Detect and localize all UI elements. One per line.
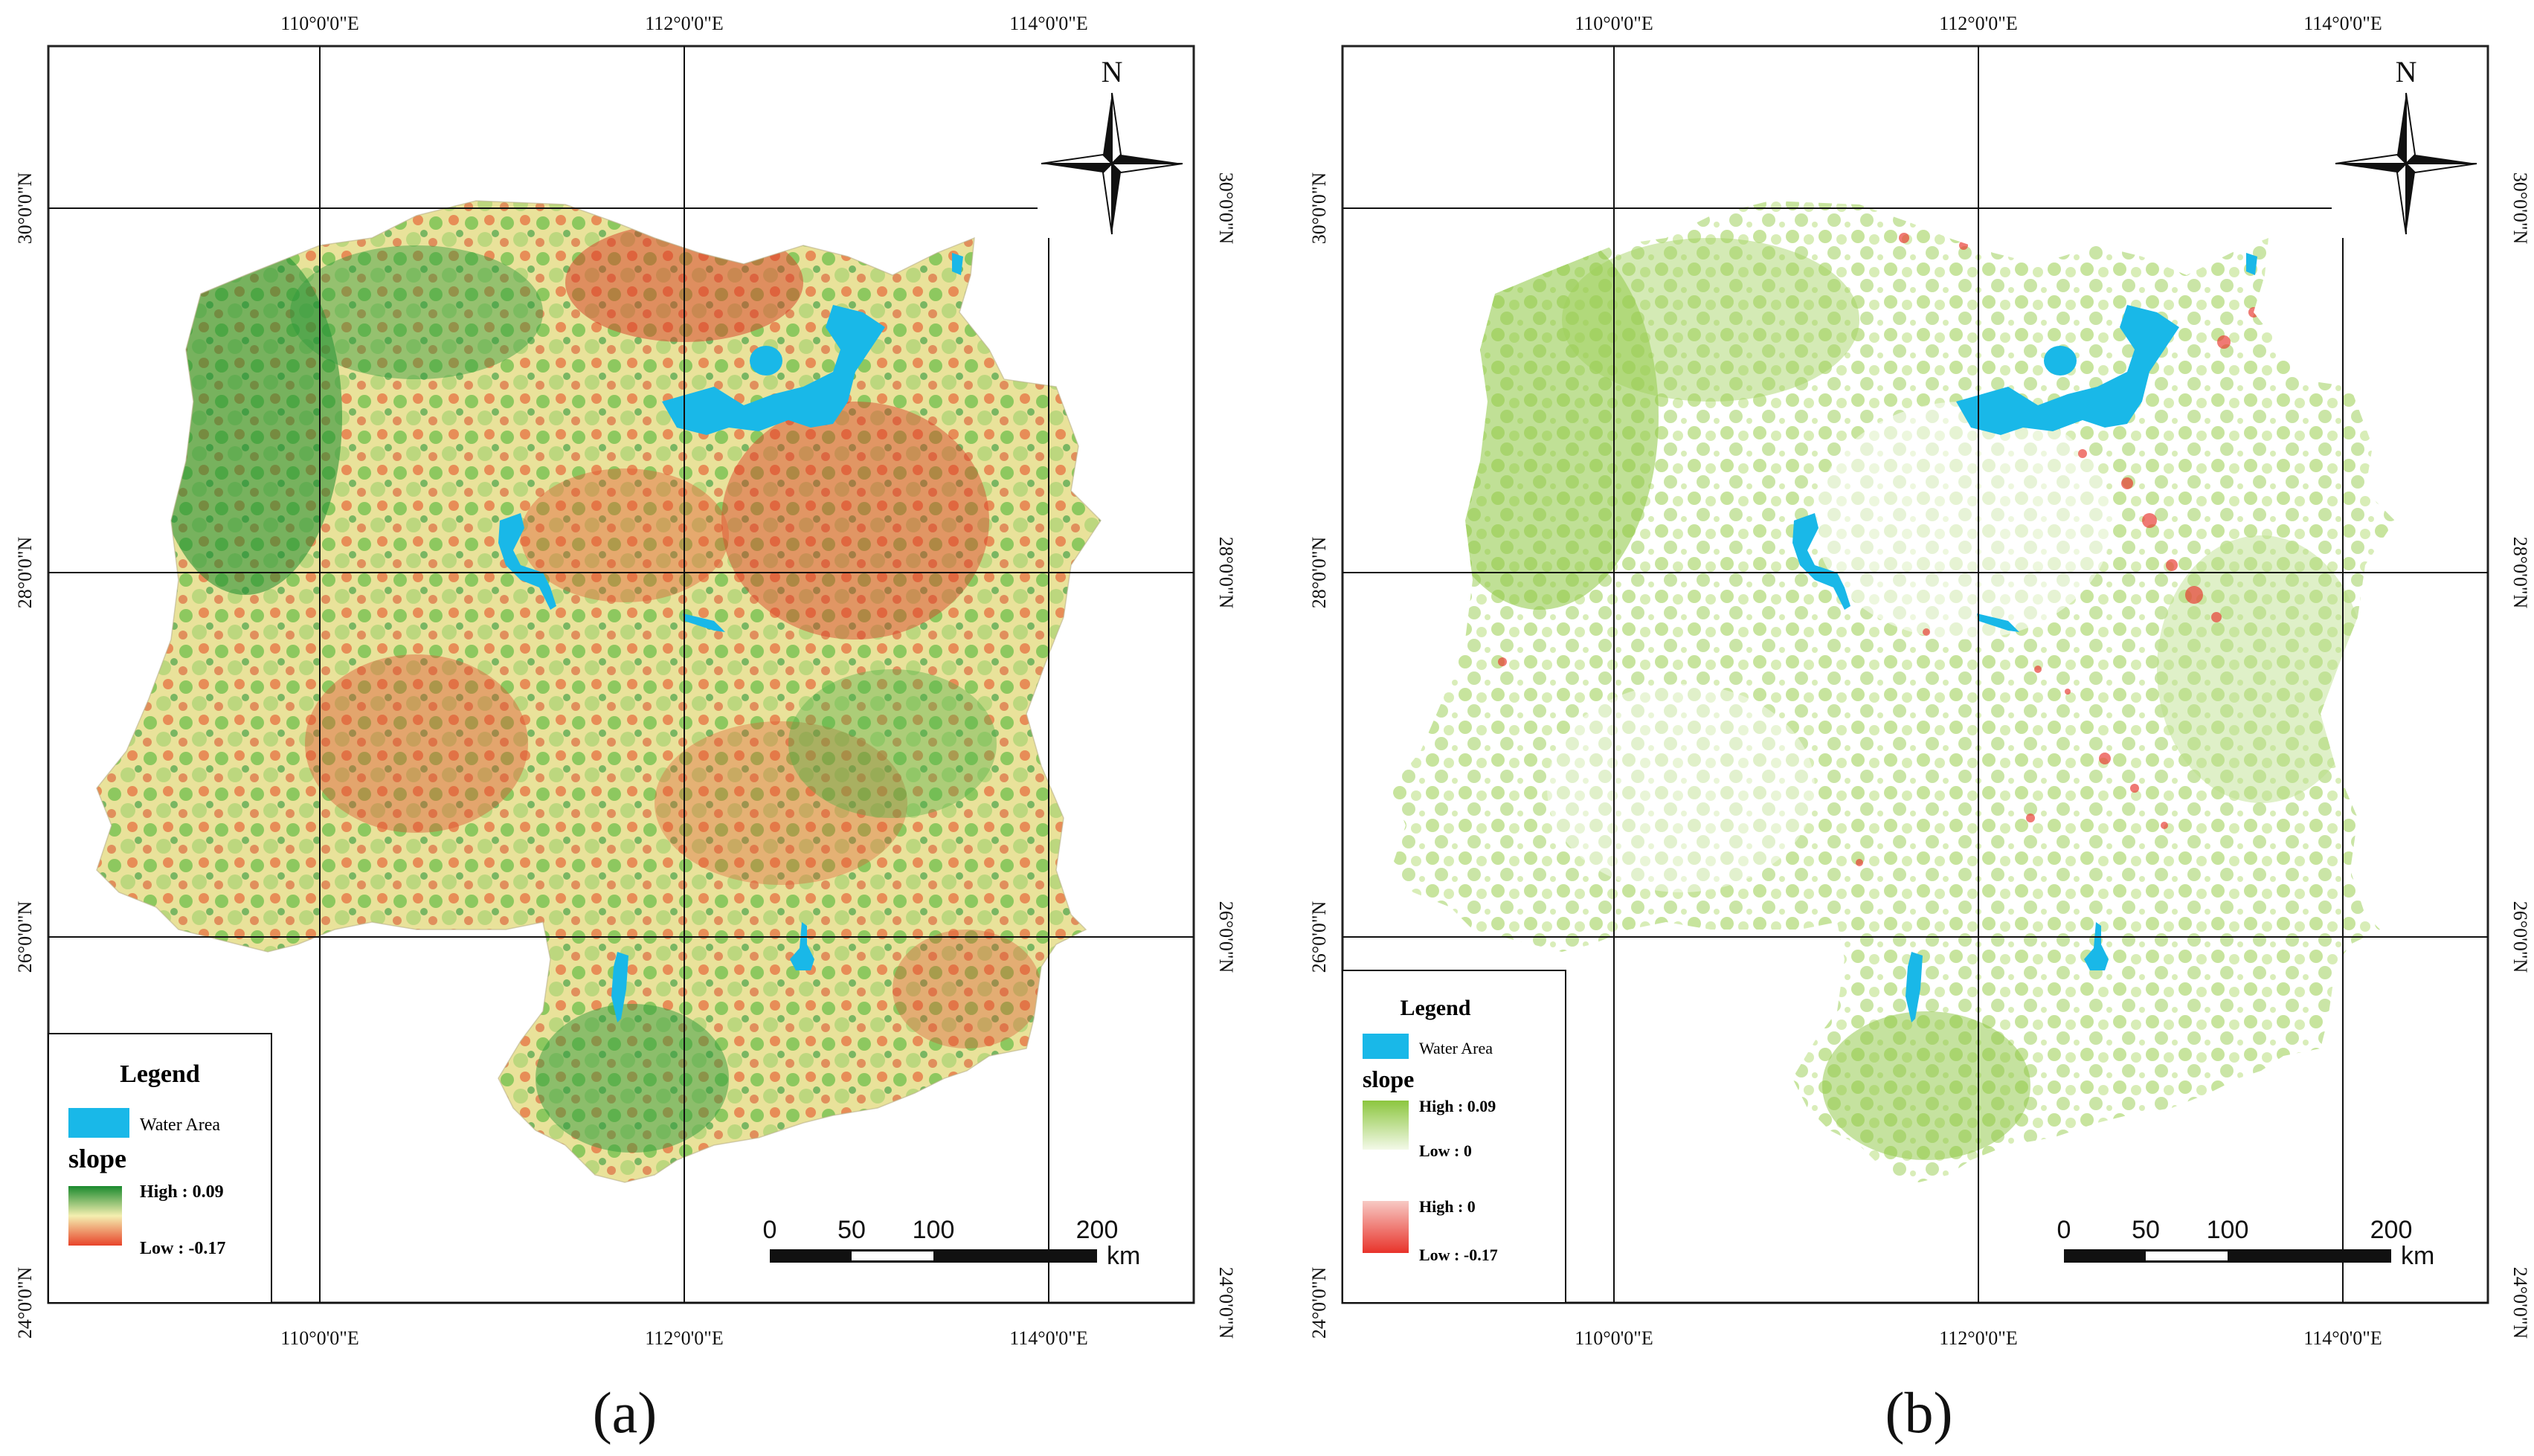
- graticule: [1342, 46, 2488, 1304]
- ramp-high-label: High : 0.09: [1419, 1097, 1496, 1115]
- lon-labels-bottom: 110°0'0"E 112°0'0"E 114°0'0"E: [1575, 1327, 2382, 1349]
- lon-label: 114°0'0"E: [2303, 1327, 2382, 1349]
- lon-label: 112°0'0"E: [645, 1327, 724, 1349]
- slope-ramp-positive: [1363, 1101, 1409, 1150]
- water-label: Water Area: [140, 1115, 220, 1135]
- lat-label: 28°0'0"N: [1215, 537, 1237, 609]
- ramp-low-label: Low : 0: [1419, 1141, 1472, 1160]
- lon-label: 114°0'0"E: [1009, 1327, 1088, 1349]
- lat-label: 30°0'0"N: [2509, 173, 2531, 245]
- lon-label: 110°0'0"E: [1575, 13, 1653, 34]
- north-arrow-icon: N: [2335, 55, 2477, 235]
- graticule: [48, 46, 1194, 1304]
- lat-labels-right: 30°0'0"N 28°0'0"N 26°0'0"N 24°0'0"N: [1215, 173, 1237, 1339]
- slope-label: slope: [1363, 1066, 1414, 1092]
- scale-tick: 50: [837, 1216, 866, 1244]
- lon-label: 110°0'0"E: [280, 1327, 359, 1349]
- legend-title: Legend: [1400, 996, 1470, 1020]
- lon-labels-top: 110°0'0"E 112°0'0"E 114°0'0"E: [280, 13, 1088, 34]
- water-bodies: [498, 253, 963, 1022]
- lon-label: 112°0'0"E: [1939, 13, 2018, 34]
- panel-caption: (a): [592, 1380, 657, 1445]
- legend: Legend Water Area slope High : 0.09 Low …: [1342, 970, 1566, 1304]
- lat-label: 30°0'0"N: [14, 173, 36, 245]
- scale-unit: km: [1107, 1242, 1140, 1270]
- lat-label: 28°0'0"N: [1308, 537, 1330, 609]
- lat-label: 28°0'0"N: [2509, 537, 2531, 609]
- north-label: N: [1102, 55, 1123, 88]
- scale-tick: 0: [763, 1216, 777, 1244]
- scale-tick: 100: [2207, 1216, 2249, 1244]
- legend: Legend Water Area slope High : 0.09 Low …: [48, 1033, 272, 1304]
- scale-bar: 0 50 100 200 km: [2057, 1216, 2435, 1270]
- water-swatch: [68, 1108, 129, 1138]
- slope-ramp: [68, 1186, 122, 1246]
- lon-label: 110°0'0"E: [280, 13, 359, 34]
- panel-caption: (b): [1885, 1380, 1953, 1445]
- lon-label: 114°0'0"E: [2303, 13, 2382, 34]
- legend-title: Legend: [120, 1060, 200, 1088]
- ramp-low-label: Low : -0.17: [140, 1239, 225, 1258]
- lon-labels-bottom: 110°0'0"E 112°0'0"E 114°0'0"E: [280, 1327, 1088, 1349]
- dongting-lake: [1956, 305, 2179, 435]
- lon-label: 112°0'0"E: [1939, 1327, 2018, 1349]
- scale-tick: 0: [2057, 1216, 2071, 1244]
- lon-labels-top: 110°0'0"E 112°0'0"E 114°0'0"E: [1575, 13, 2382, 34]
- lat-label: 24°0'0"N: [1308, 1267, 1330, 1339]
- slope-ramp-negative: [1363, 1201, 1409, 1253]
- lon-label: 114°0'0"E: [1009, 13, 1088, 34]
- lat-label: 26°0'0"N: [1215, 901, 1237, 973]
- lat-label: 26°0'0"N: [14, 901, 36, 973]
- lat-labels-right: 30°0'0"N 28°0'0"N 26°0'0"N 24°0'0"N: [2509, 173, 2531, 1339]
- scale-tick: 50: [2132, 1216, 2160, 1244]
- slope-label: slope: [68, 1144, 126, 1173]
- dongting-lake: [662, 305, 885, 435]
- scale-tick: 100: [913, 1216, 955, 1244]
- map-b-svg: 110°0'0"E 112°0'0"E 114°0'0"E 110°0'0"E …: [1308, 13, 2531, 1349]
- map-panel-a: 110°0'0"E 112°0'0"E 114°0'0"E 110°0'0"E …: [0, 0, 1264, 1452]
- lat-label: 24°0'0"N: [2509, 1267, 2531, 1339]
- lon-label: 112°0'0"E: [645, 13, 724, 34]
- north-arrow-icon: N: [1041, 55, 1183, 235]
- lat-label: 30°0'0"N: [1215, 173, 1237, 245]
- ramp-low-label: Low : -0.17: [1419, 1246, 1498, 1264]
- scale-bar: 0 50 100 200 km: [763, 1216, 1141, 1270]
- lat-label: 24°0'0"N: [1215, 1267, 1237, 1339]
- lat-label: 26°0'0"N: [1308, 901, 1330, 973]
- map-a-svg: 110°0'0"E 112°0'0"E 114°0'0"E 110°0'0"E …: [14, 13, 1237, 1349]
- lat-labels-left: 30°0'0"N 28°0'0"N 26°0'0"N 24°0'0"N: [1308, 173, 1330, 1339]
- north-label: N: [2396, 55, 2417, 88]
- lat-label: 28°0'0"N: [14, 537, 36, 609]
- lat-label: 26°0'0"N: [2509, 901, 2531, 973]
- water-bodies: [1792, 253, 2257, 1022]
- lat-labels-left: 30°0'0"N 28°0'0"N 26°0'0"N 24°0'0"N: [14, 173, 36, 1339]
- ramp-high-label: High : 0.09: [140, 1182, 224, 1202]
- ramp-high-label: High : 0: [1419, 1197, 1476, 1216]
- lat-label: 24°0'0"N: [14, 1267, 36, 1339]
- water-label: Water Area: [1419, 1039, 1493, 1057]
- map-panel-b: 110°0'0"E 112°0'0"E 114°0'0"E 110°0'0"E …: [1294, 0, 2534, 1452]
- scale-tick: 200: [1076, 1216, 1119, 1244]
- scale-unit: km: [2401, 1242, 2434, 1270]
- lon-label: 110°0'0"E: [1575, 1327, 1653, 1349]
- scale-tick: 200: [2370, 1216, 2413, 1244]
- lat-label: 30°0'0"N: [1308, 173, 1330, 245]
- water-swatch: [1363, 1034, 1409, 1059]
